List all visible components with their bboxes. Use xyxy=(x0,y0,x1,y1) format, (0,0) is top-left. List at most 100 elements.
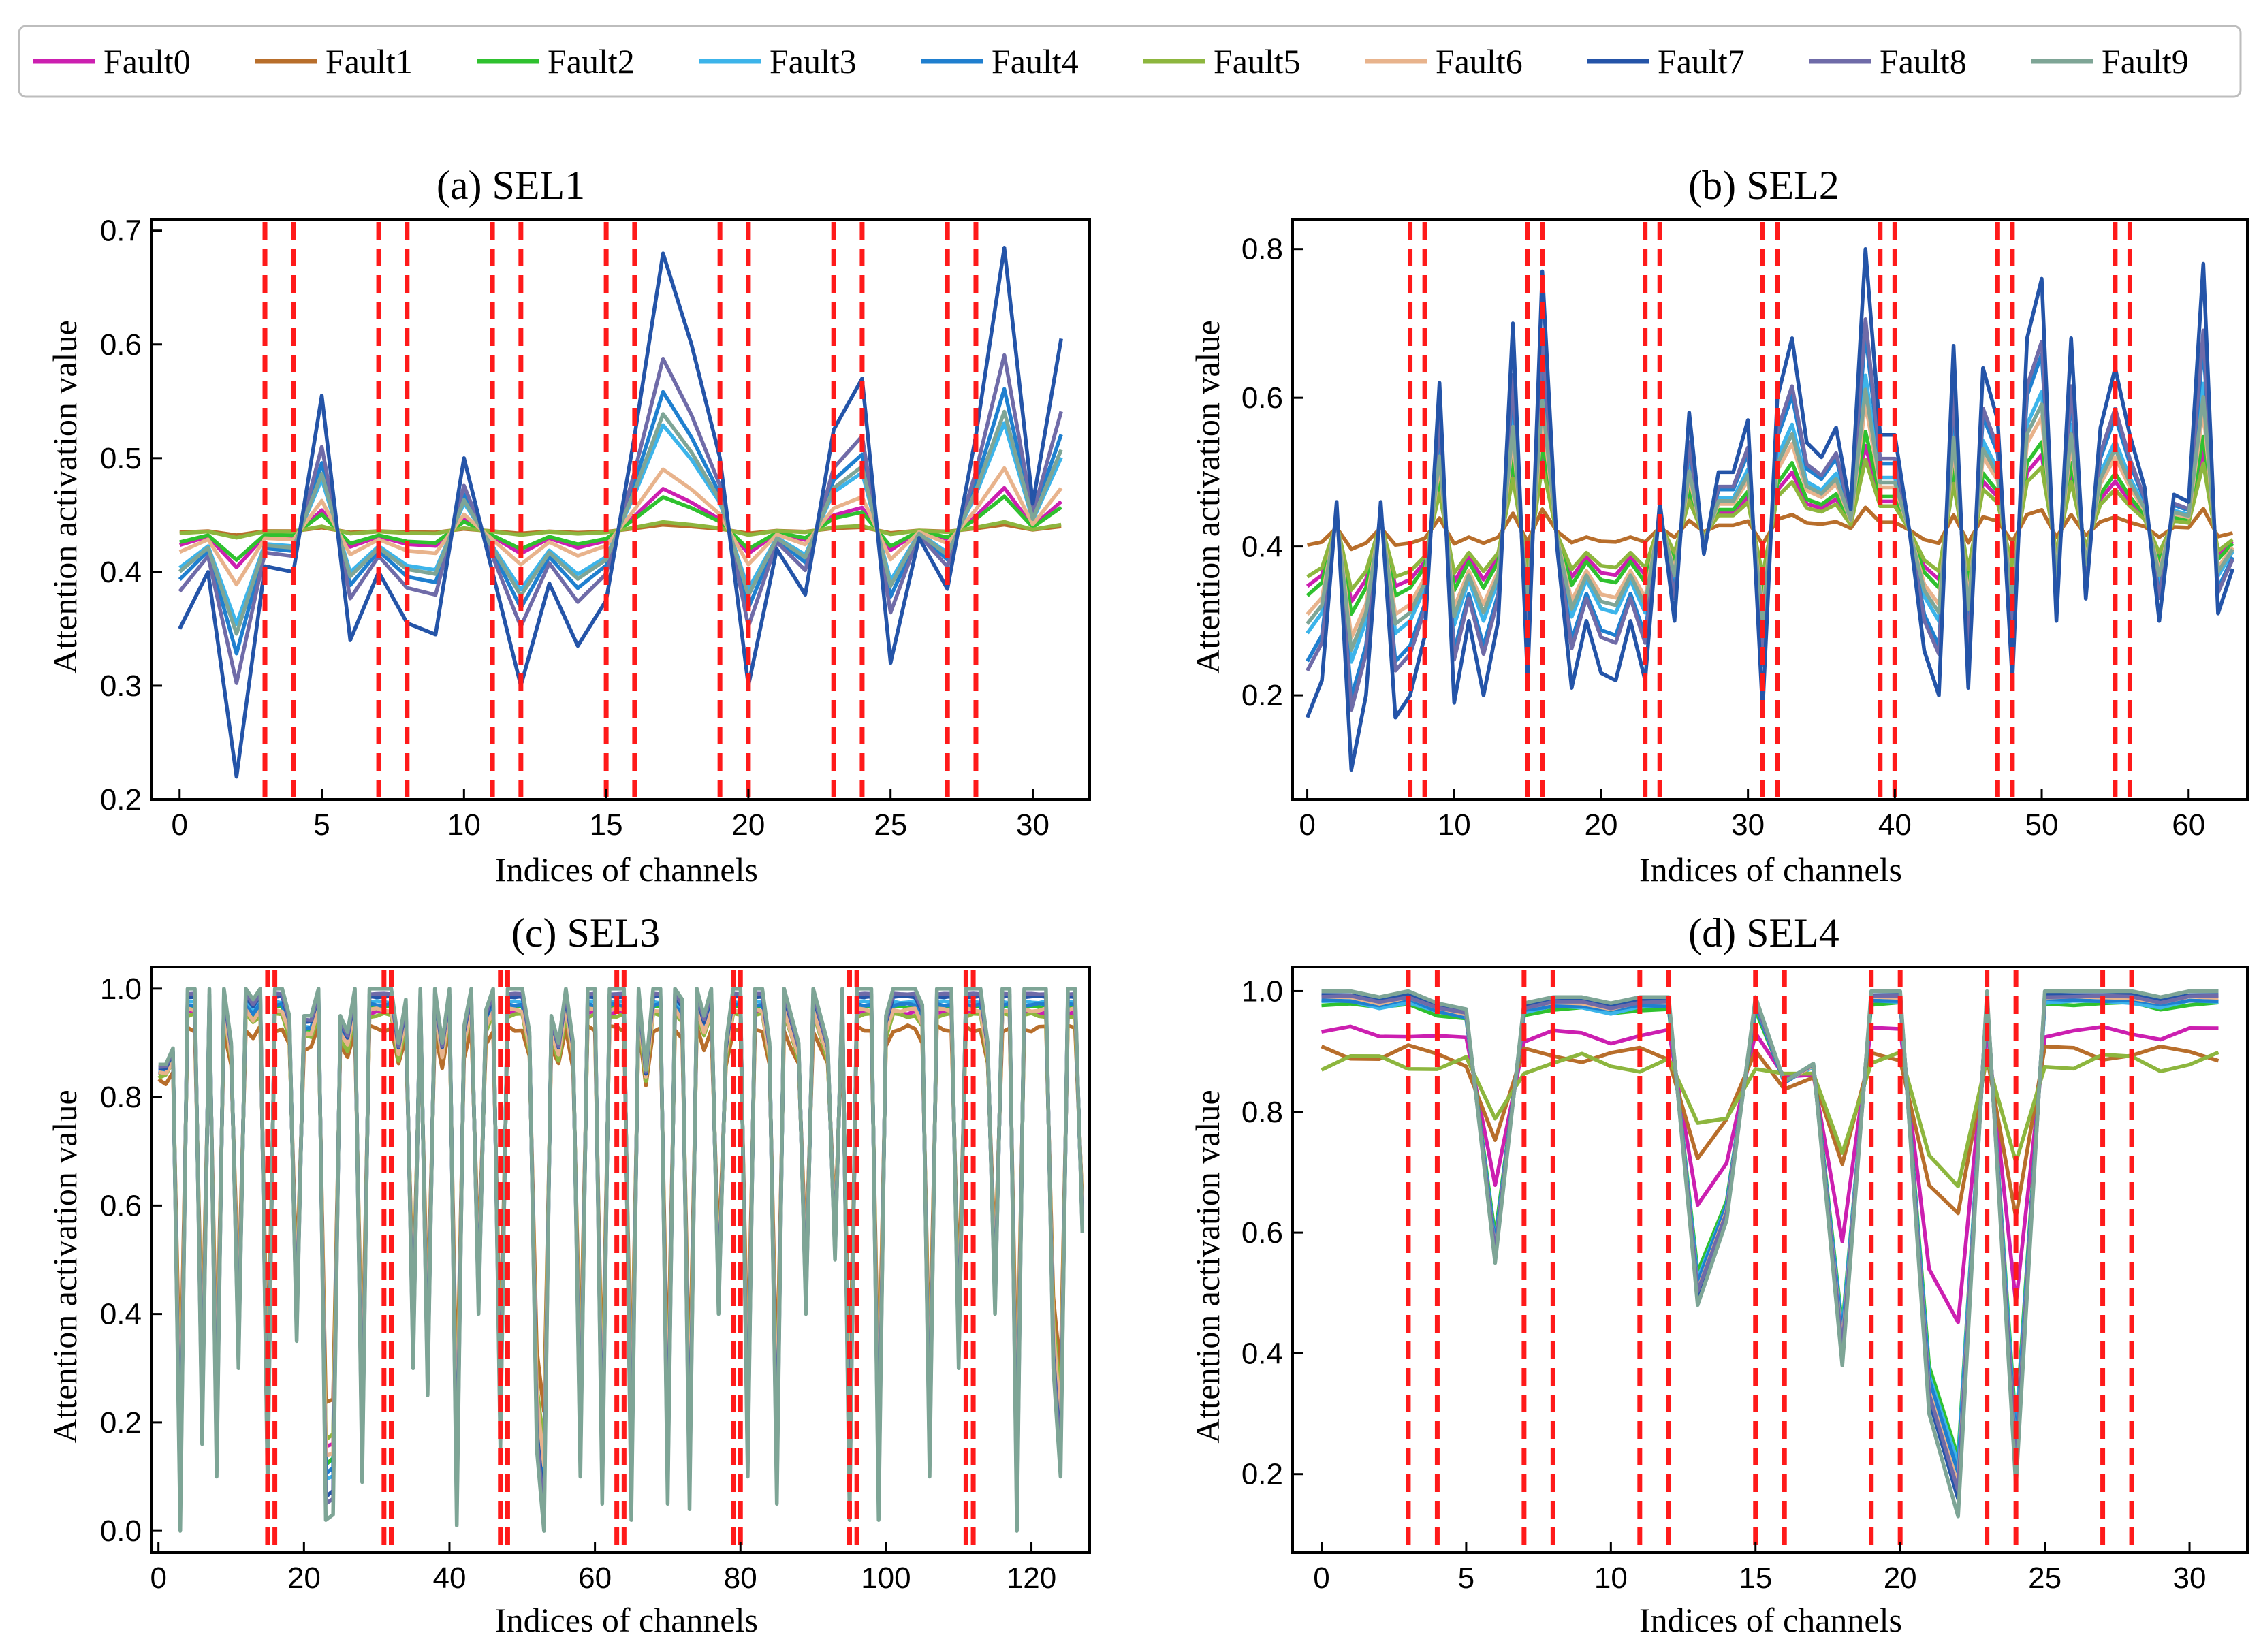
x-tick-label: 20 xyxy=(287,1561,321,1595)
legend-label: Fault0 xyxy=(104,42,191,80)
legend-item: Fault7 xyxy=(1587,42,1745,80)
plot-frame xyxy=(150,966,1091,1554)
panel-sel3: (c) SEL3 Indices of channels Attention a… xyxy=(46,910,1091,1639)
legend-label: Fault1 xyxy=(326,42,413,80)
panel-title: (c) SEL3 xyxy=(511,910,660,955)
y-tick-label: 0.4 xyxy=(1242,1337,1283,1370)
x-axis-label: Indices of channels xyxy=(495,851,758,889)
panel-title: (d) SEL4 xyxy=(1688,910,1839,955)
x-tick-label: 40 xyxy=(1878,808,1912,842)
x-tick-label: 100 xyxy=(861,1561,911,1595)
x-tick-label: 10 xyxy=(1594,1561,1628,1595)
x-axis-label: Indices of channels xyxy=(1639,1601,1902,1639)
y-axis-label: Attention activation value xyxy=(1188,1090,1227,1443)
x-tick-label: 80 xyxy=(724,1561,757,1595)
y-ticks: 0.2 0.4 0.6 0.8 1.0 xyxy=(1242,974,1303,1491)
x-tick-label: 25 xyxy=(874,808,907,842)
y-tick-label: 0.6 xyxy=(100,328,142,362)
y-tick-label: 0.6 xyxy=(100,1189,142,1222)
x-tick-label: 30 xyxy=(1731,808,1765,842)
y-tick-label: 1.0 xyxy=(1242,974,1283,1008)
legend-item: Fault3 xyxy=(699,42,857,80)
x-tick-label: 120 xyxy=(1007,1561,1056,1595)
panel-sel2: (b) SEL2 Indices of channels Attention a… xyxy=(1188,163,2249,889)
y-tick-label: 0.4 xyxy=(100,1298,142,1331)
series-group xyxy=(157,987,1085,1533)
y-tick-label: 0.7 xyxy=(100,215,142,248)
x-axis-label: Indices of channels xyxy=(1639,851,1902,889)
y-tick-label: 0.8 xyxy=(100,1081,142,1114)
y-tick-label: 0.3 xyxy=(100,669,142,703)
legend-label: Fault7 xyxy=(1658,42,1745,80)
series-line-fault9 xyxy=(1321,989,2219,1519)
x-tick-label: 0 xyxy=(150,1561,166,1595)
legend-item: Fault1 xyxy=(255,42,413,80)
y-tick-label: 1.0 xyxy=(100,972,142,1006)
legend-label: Fault6 xyxy=(1436,42,1523,80)
y-tick-label: 0.2 xyxy=(100,783,142,816)
x-tick-label: 20 xyxy=(731,808,765,842)
legend-item: Fault9 xyxy=(2031,42,2189,80)
series-group xyxy=(1321,989,2219,1519)
marker-lines xyxy=(1406,970,2134,1550)
x-tick-label: 30 xyxy=(2173,1561,2207,1595)
legend-label: Fault9 xyxy=(2102,42,2189,80)
y-ticks: 0.2 0.3 0.4 0.5 0.6 0.7 xyxy=(100,215,162,816)
y-axis-label: Attention activation value xyxy=(1188,320,1227,673)
x-tick-label: 60 xyxy=(578,1561,612,1595)
y-tick-label: 0.4 xyxy=(1242,530,1283,564)
plot-frame xyxy=(1291,218,2249,801)
legend-item: Fault0 xyxy=(33,42,191,80)
x-ticks: 0 10 20 30 40 50 60 xyxy=(1299,789,2205,842)
panel-title: (a) SEL1 xyxy=(437,163,585,208)
y-tick-label: 0.8 xyxy=(1242,233,1283,266)
y-tick-label: 0.6 xyxy=(1242,1216,1283,1250)
legend: Fault0 Fault1 Fault2 Fault3 Fault4 Fault5 Faul… xyxy=(18,25,2242,98)
legend-label: Fault8 xyxy=(1880,42,1967,80)
x-tick-label: 0 xyxy=(172,808,188,842)
legend-item: Fault4 xyxy=(921,42,1079,80)
x-tick-label: 15 xyxy=(1739,1561,1772,1595)
x-tick-label: 25 xyxy=(2028,1561,2061,1595)
plot-frame xyxy=(1291,966,2249,1554)
y-tick-label: 0.4 xyxy=(100,556,142,589)
y-tick-label: 0.2 xyxy=(1242,679,1283,712)
marker-lines xyxy=(1408,222,2132,797)
legend-label: Fault5 xyxy=(1214,42,1301,80)
x-tick-label: 30 xyxy=(1016,808,1049,842)
series-line-fault5 xyxy=(1321,1050,2219,1188)
x-tick-label: 15 xyxy=(590,808,623,842)
x-axis-label: Indices of channels xyxy=(495,1601,758,1639)
x-tick-label: 0 xyxy=(1299,808,1315,842)
y-tick-label: 0.5 xyxy=(100,442,142,475)
y-tick-label: 0.0 xyxy=(100,1514,142,1548)
y-tick-label: 0.2 xyxy=(1242,1458,1283,1491)
series-line-fault7 xyxy=(178,246,1063,779)
x-tick-label: 5 xyxy=(1458,1561,1474,1595)
y-tick-label: 0.6 xyxy=(1242,381,1283,415)
x-tick-label: 50 xyxy=(2025,808,2059,842)
x-ticks: 0 5 10 15 20 25 30 xyxy=(1313,1542,2207,1595)
series-line-fault7 xyxy=(1306,247,2235,772)
legend-item: Fault5 xyxy=(1143,42,1301,80)
series-group xyxy=(178,246,1063,779)
y-tick-label: 0.8 xyxy=(1242,1096,1283,1129)
legend-frame xyxy=(18,25,2242,98)
y-tick-label: 0.2 xyxy=(100,1406,142,1440)
plot-frame xyxy=(150,218,1091,801)
y-axis-label: Attention activation value xyxy=(46,320,84,673)
x-tick-label: 20 xyxy=(1584,808,1617,842)
legend-label: Fault2 xyxy=(548,42,635,80)
panel-sel4: (d) SEL4 Indices of channels Attention a… xyxy=(1188,910,2249,1639)
legend-item: Fault6 xyxy=(1365,42,1523,80)
x-ticks: 0 5 10 15 20 25 30 xyxy=(172,789,1049,842)
x-tick-label: 60 xyxy=(2172,808,2205,842)
legend-item: Fault8 xyxy=(1809,42,1967,80)
panel-title: (b) SEL2 xyxy=(1688,163,1839,208)
legend-item: Fault2 xyxy=(477,42,635,80)
marker-lines xyxy=(262,222,979,797)
x-tick-label: 10 xyxy=(1438,808,1471,842)
x-tick-label: 5 xyxy=(313,808,330,842)
x-tick-label: 20 xyxy=(1884,1561,1917,1595)
